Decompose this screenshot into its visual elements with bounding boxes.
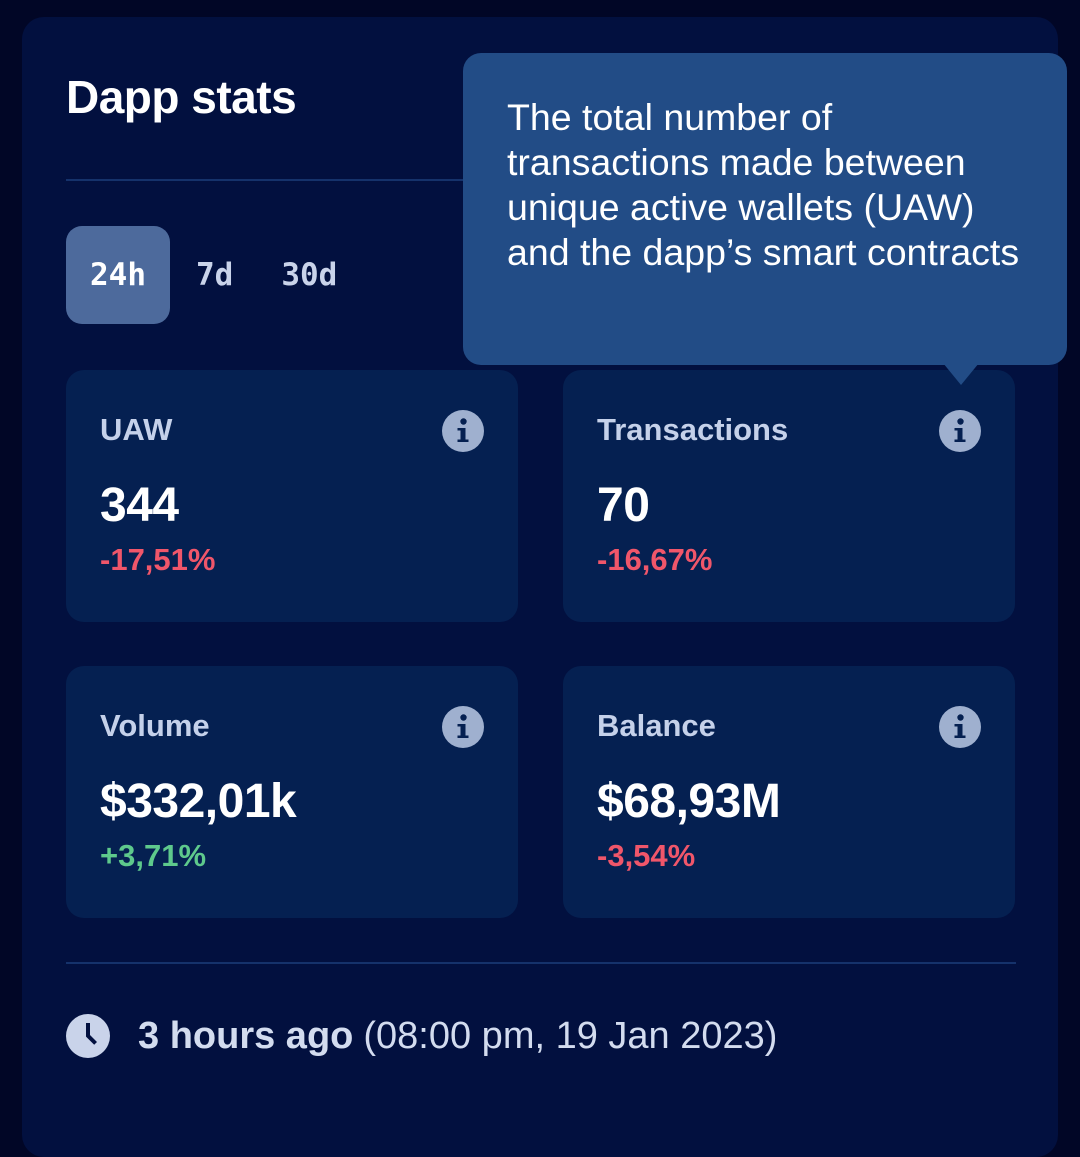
stat-change: -3,54% — [597, 838, 696, 873]
stat-change: -17,51% — [100, 542, 216, 577]
stat-value: 344 — [100, 479, 179, 532]
stat-card-uaw: UAW 344 -17,51% — [66, 370, 518, 622]
stat-card-balance: Balance $68,93M -3,54% — [563, 666, 1015, 918]
tab-30d[interactable]: 30d — [281, 257, 338, 293]
stat-label: Transactions — [597, 412, 789, 447]
page-title: Dapp stats — [66, 71, 297, 123]
time-range-tabs: 24h 7d 30d — [66, 226, 359, 324]
stat-change: +3,71% — [100, 838, 207, 873]
updated-relative: 3 hours ago — [138, 1014, 354, 1057]
tooltip-arrow — [943, 363, 979, 385]
stat-label: Balance — [597, 708, 716, 743]
info-icon[interactable] — [939, 410, 981, 452]
stat-value: $332,01k — [100, 775, 297, 828]
info-icon[interactable] — [442, 410, 484, 452]
clock-icon — [66, 1014, 110, 1058]
tab-24h[interactable]: 24h — [66, 226, 170, 324]
info-tooltip: The total number of transactions made be… — [463, 53, 1067, 365]
info-icon[interactable] — [442, 706, 484, 748]
stat-value: 70 — [597, 479, 650, 532]
stat-label: Volume — [100, 708, 210, 743]
last-updated: 3 hours ago (08:00 pm, 19 Jan 2023) — [66, 1014, 777, 1058]
stat-label: UAW — [100, 412, 173, 447]
stat-change: -16,67% — [597, 542, 713, 577]
stat-card-volume: Volume $332,01k +3,71% — [66, 666, 518, 918]
stat-card-transactions: Transactions 70 -16,67% — [563, 370, 1015, 622]
footer-divider — [66, 962, 1016, 964]
stat-value: $68,93M — [597, 775, 781, 828]
info-icon[interactable] — [939, 706, 981, 748]
tab-7d[interactable]: 7d — [196, 257, 234, 293]
updated-absolute: (08:00 pm, 19 Jan 2023) — [363, 1014, 778, 1057]
